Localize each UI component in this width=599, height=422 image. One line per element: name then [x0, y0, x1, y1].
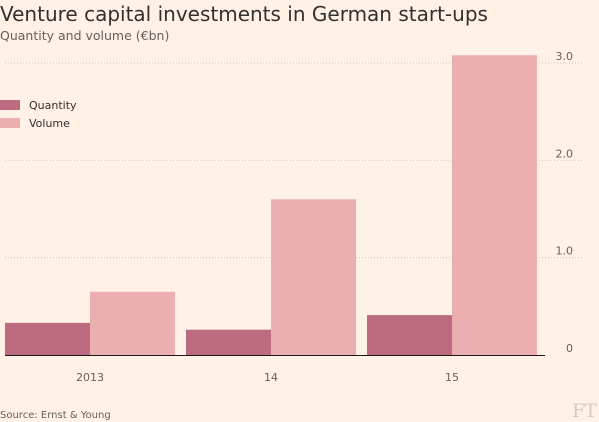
legend-label-volume: Volume	[29, 117, 70, 130]
bar-quantity	[186, 329, 271, 355]
source-note: Source: Ernst & Young	[0, 410, 111, 421]
bar-volume	[452, 55, 537, 356]
legend-swatch-quantity	[0, 100, 20, 110]
bar-volume	[90, 291, 175, 355]
chart-title: Venture capital investments in German st…	[0, 2, 488, 26]
y-tick-label: 1.0	[556, 245, 574, 258]
legend-swatch-volume	[0, 118, 20, 128]
bar-quantity	[5, 322, 90, 355]
bar-volume	[271, 199, 356, 355]
chart-subtitle: Quantity and volume (€bn)	[0, 28, 170, 43]
x-tick-label: 15	[445, 371, 459, 384]
legend-label-quantity: Quantity	[29, 99, 77, 112]
x-tick-label: 2013	[76, 371, 104, 384]
y-tick-label: 0	[566, 342, 573, 355]
ft-logo: FT	[572, 400, 597, 422]
y-tick-label: 3.0	[556, 50, 574, 63]
y-tick-label: 2.0	[556, 147, 574, 160]
bar-quantity	[367, 315, 452, 355]
x-tick-label: 14	[264, 371, 278, 384]
